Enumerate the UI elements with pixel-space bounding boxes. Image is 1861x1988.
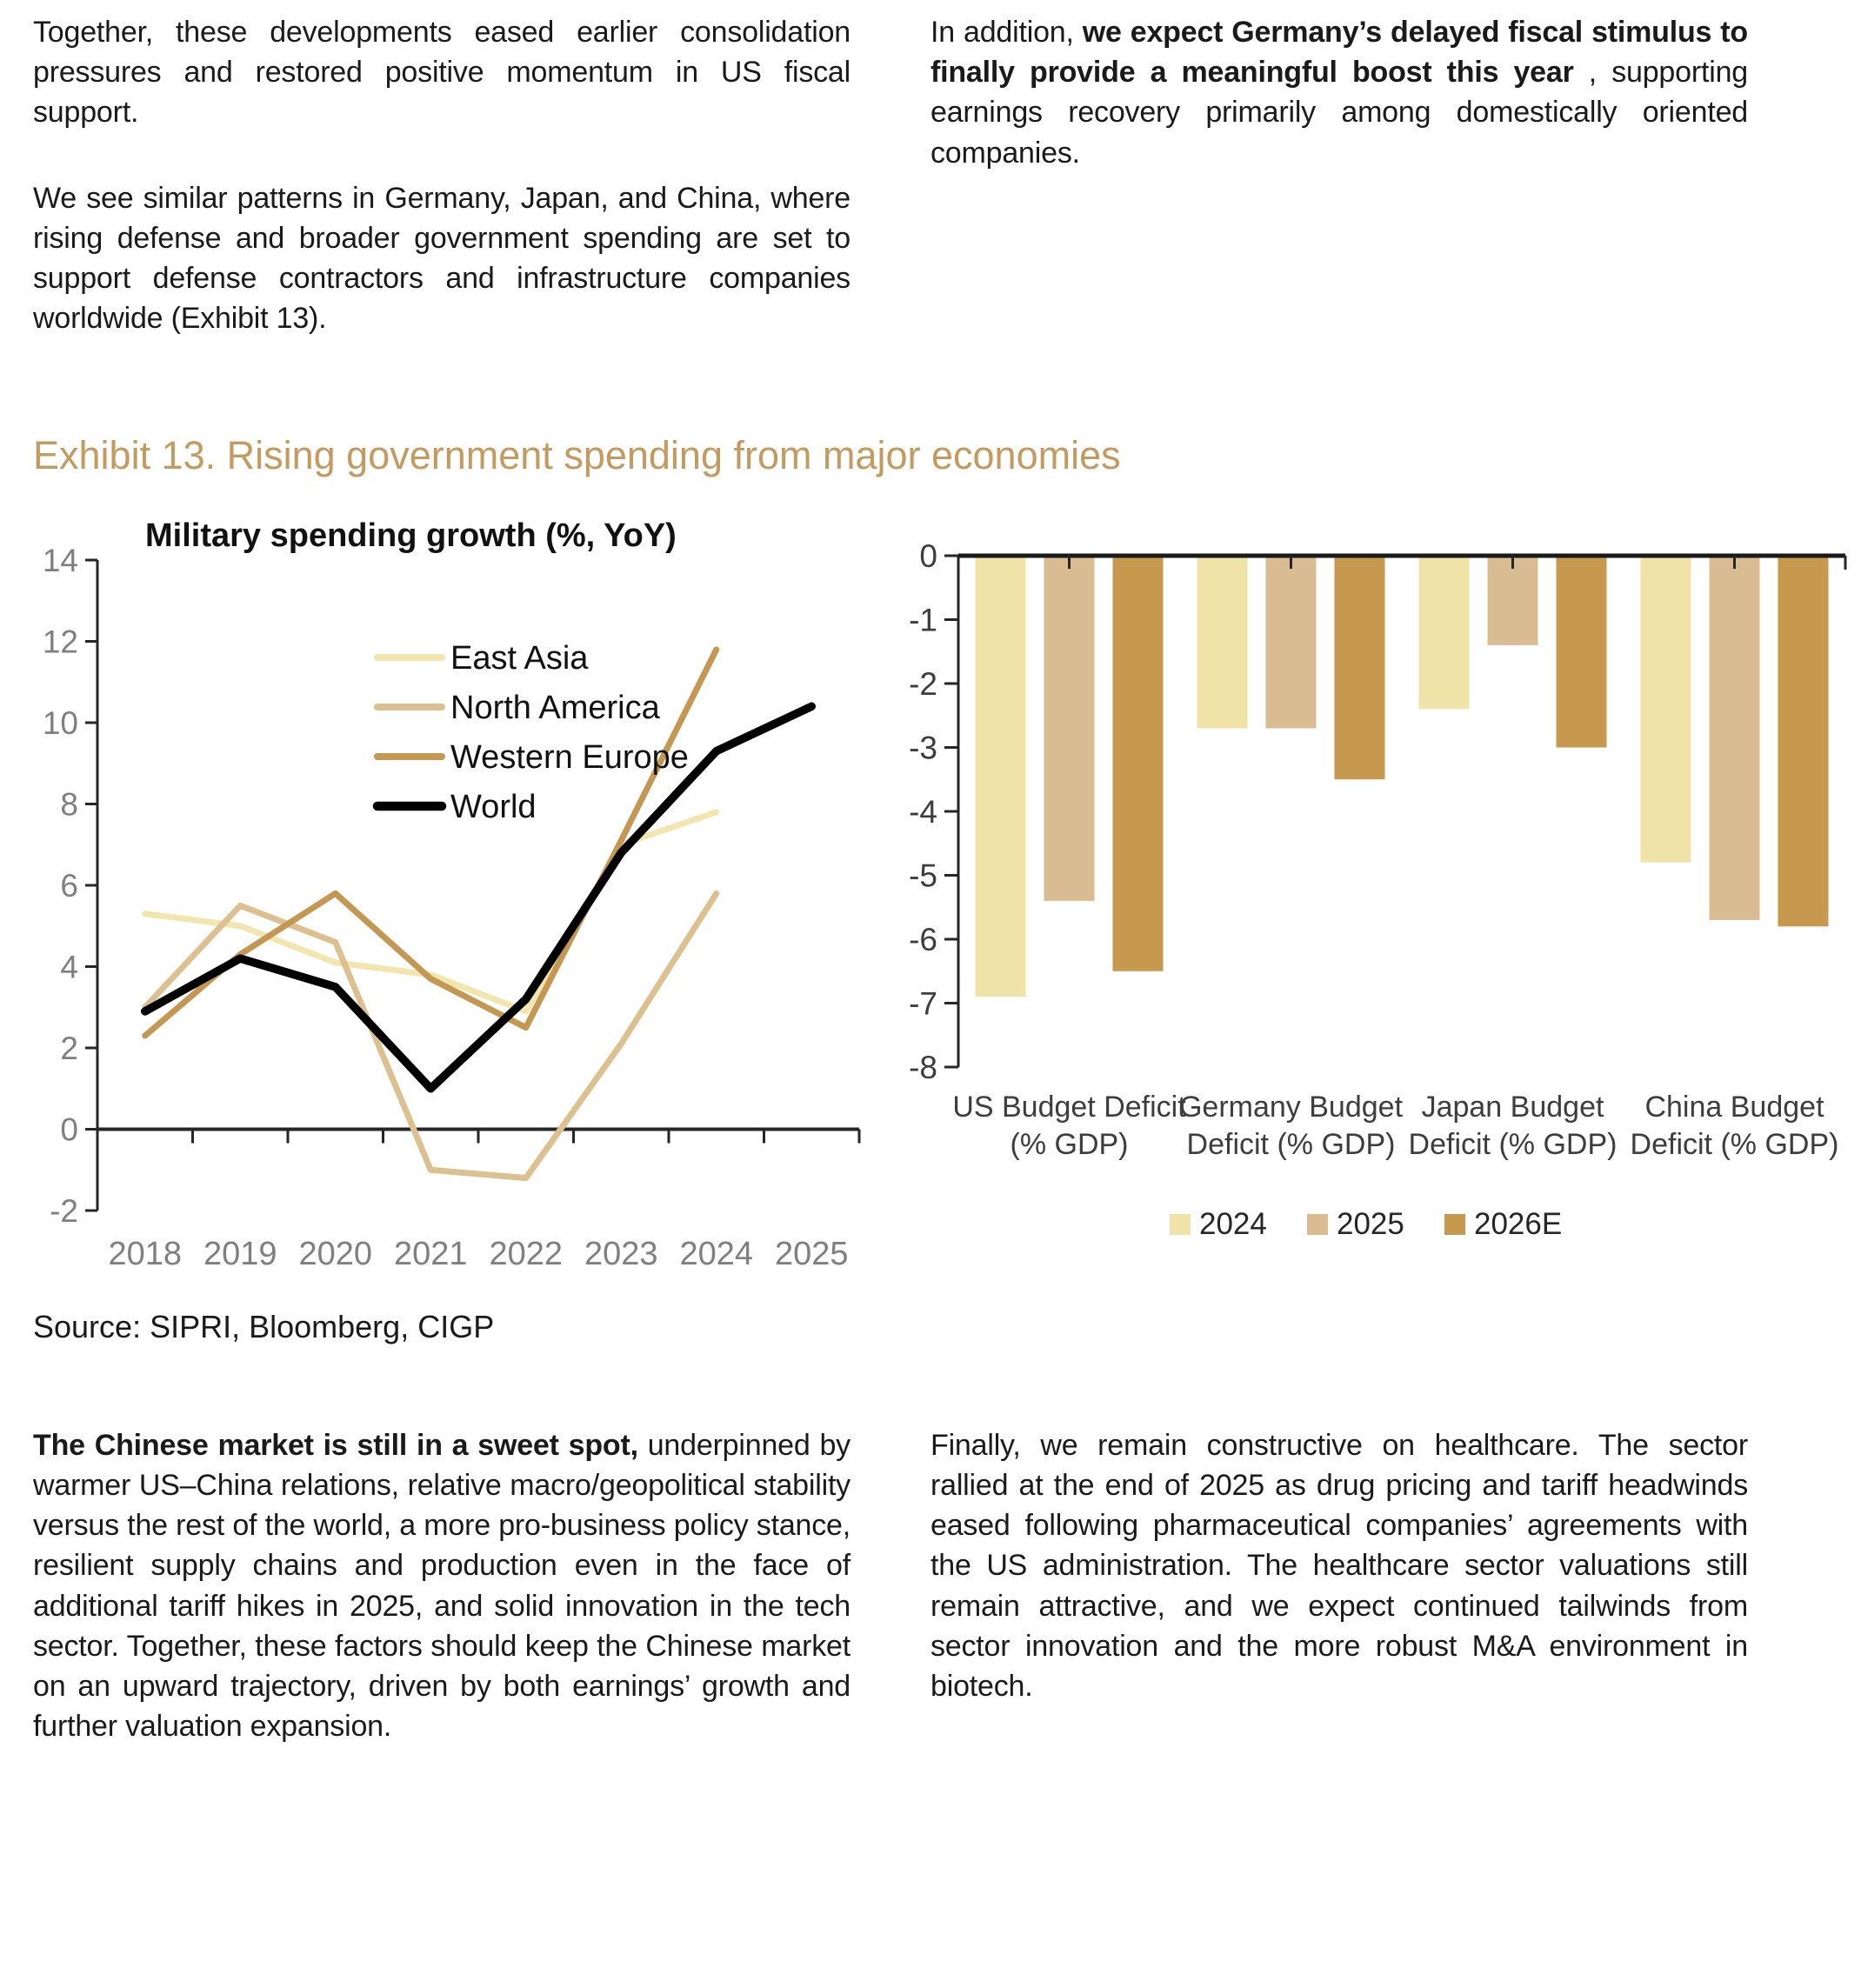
text: In addition, xyxy=(930,16,1083,49)
y-axis-label: -7 xyxy=(909,985,937,1021)
paragraph: Together, these developments eased earli… xyxy=(33,12,850,133)
y-axis-label: 0 xyxy=(919,538,937,574)
y-axis-label: -1 xyxy=(909,602,937,637)
bar-us-budget-deficit-2024 xyxy=(975,555,1026,997)
bar-china-budget-2024 xyxy=(1640,555,1691,863)
bold-text: The Chinese market is still in a sweet s… xyxy=(33,1428,638,1462)
paragraph: In addition, we expect Germany’s delayed… xyxy=(930,12,1748,173)
x-axis-label: 2021 xyxy=(394,1236,468,1272)
y-axis-label: -2 xyxy=(909,666,937,702)
series-line-world xyxy=(141,702,816,1093)
y-axis-label: -3 xyxy=(909,730,937,765)
paragraph: We see similar patterns in Germany, Japa… xyxy=(33,178,850,339)
series-line-north-america xyxy=(142,890,720,1181)
y-axis-label: 12 xyxy=(43,624,78,659)
line-chart-x-axis: 2018 2019 2020 2021 2022 2023 2024 2025 xyxy=(97,1127,861,1272)
y-axis-label: 2 xyxy=(60,1031,78,1066)
exhibit-title: Exhibit 13. Rising government spending f… xyxy=(33,432,1121,477)
y-axis-label: -8 xyxy=(909,1050,937,1085)
y-axis-label: 6 xyxy=(60,868,78,904)
bar-germany-budget-2025 xyxy=(1265,555,1317,729)
bar-china-budget-2025 xyxy=(1709,555,1760,920)
y-axis-label: 0 xyxy=(60,1111,78,1147)
x-axis-label: 2018 xyxy=(108,1236,182,1272)
y-axis-label: -4 xyxy=(909,794,937,830)
column-top-left: Together, these developments eased earli… xyxy=(33,12,850,384)
category-label: (% GDP) xyxy=(1011,1128,1129,1161)
bold-text: we expect Germany’s delayed fiscal stimu… xyxy=(930,16,1748,90)
bar-japan-budget-2025 xyxy=(1487,555,1538,645)
y-axis-label: -6 xyxy=(909,922,937,957)
category-label: Deficit (% GDP) xyxy=(1631,1128,1839,1161)
legend-swatch-2024 xyxy=(1170,1213,1191,1235)
text: underpinned by warmer US–China relations… xyxy=(33,1428,850,1744)
category-label: China Budget xyxy=(1644,1091,1824,1124)
bar-japan-budget-2024 xyxy=(1418,555,1470,710)
bar-japan-budget-2026e xyxy=(1556,555,1607,748)
bar-germany-budget-2024 xyxy=(1197,555,1248,729)
legend-swatch-2026e xyxy=(1444,1213,1465,1235)
legend-label-western-europe: Western Europe xyxy=(450,739,689,776)
legend-label-world: World xyxy=(450,789,537,825)
bar-chart-category-labels: US Budget Deficit(% GDP)Germany BudgetDe… xyxy=(952,1091,1838,1161)
exhibit-charts: Military spending growth (%, YoY) 14 12 10 8… xyxy=(0,508,1861,1278)
x-axis-label: 2023 xyxy=(584,1236,658,1272)
x-axis-label: 2019 xyxy=(203,1236,277,1272)
line-chart-svg: Military spending growth (%, YoY) 14 12 10 8… xyxy=(43,517,861,1272)
category-label: Deficit (% GDP) xyxy=(1187,1128,1396,1161)
bar-china-budget-2026e xyxy=(1778,555,1829,926)
y-axis-label: -2 xyxy=(50,1193,78,1229)
legend-label-north-america: North America xyxy=(450,690,661,726)
y-axis-label: 8 xyxy=(60,786,78,822)
text: Finally, we remain constructive on healt… xyxy=(930,1428,1748,1704)
x-axis-label: 2025 xyxy=(775,1236,849,1272)
paragraph: Finally, we remain constructive on healt… xyxy=(930,1425,1748,1707)
x-axis-label: 2020 xyxy=(298,1236,372,1272)
y-axis-label: 4 xyxy=(60,949,78,984)
y-axis-label: 14 xyxy=(43,543,78,578)
bar-chart: 0 -1 -2 -3 -4 -5 -6 -7 -8 US Budget Deficit (% GDP… xyxy=(878,508,1852,1278)
y-axis-label: 10 xyxy=(43,705,78,741)
category-label: Germany Budget xyxy=(1179,1091,1404,1124)
x-axis-label: 2024 xyxy=(679,1236,753,1272)
top-text-columns: Together, these developments eased earli… xyxy=(0,12,1861,384)
category-label: Deficit (% GDP) xyxy=(1409,1128,1618,1161)
bar-chart-y-axis: 0 -1 -2 -3 -4 -5 -6 -7 -8 xyxy=(909,538,960,1085)
legend-label-east-asia: East Asia xyxy=(450,640,589,677)
legend-swatch-2025 xyxy=(1307,1213,1328,1235)
text: , supporting earnings recovery primarily… xyxy=(930,56,1748,170)
legend-label-2025: 2025 xyxy=(1337,1207,1404,1241)
line-chart-title: Military spending growth (%, YoY) xyxy=(145,517,677,554)
column-bottom-left: The Chinese market is still in a sweet s… xyxy=(33,1425,850,1792)
bar-series-2024 xyxy=(975,555,1691,997)
bar-series-2026e xyxy=(1112,555,1829,971)
bar-chart-x-axis xyxy=(958,553,1847,570)
legend-label-2024: 2024 xyxy=(1199,1207,1267,1241)
y-axis-label: -5 xyxy=(909,857,937,893)
category-label: US Budget Deficit xyxy=(952,1091,1186,1124)
text: Together, these developments eased earli… xyxy=(33,16,850,130)
line-chart-legend: East Asia North America Western Europe Worl… xyxy=(372,640,689,825)
column-bottom-right: Finally, we remain constructive on healt… xyxy=(930,1425,1748,1792)
bar-us-budget-deficit-2026e xyxy=(1112,555,1164,971)
column-top-right: In addition, we expect Germany’s delayed… xyxy=(930,12,1748,384)
legend-label-2026e: 2026E xyxy=(1474,1207,1562,1241)
bar-us-budget-deficit-2025 xyxy=(1044,555,1095,901)
x-axis-label: 2022 xyxy=(489,1236,563,1272)
bar-chart-legend: 2024 2025 2026E xyxy=(1170,1207,1562,1241)
paragraph: The Chinese market is still in a sweet s… xyxy=(33,1425,850,1747)
category-label: Japan Budget xyxy=(1422,1091,1604,1124)
text: We see similar patterns in Germany, Japa… xyxy=(33,181,850,336)
bottom-text-columns: The Chinese market is still in a sweet s… xyxy=(0,1425,1861,1792)
line-chart: Military spending growth (%, YoY) 14 12 10 8… xyxy=(9,508,878,1278)
bar-series-2025 xyxy=(1044,555,1760,920)
source-note: Source: SIPRI, Bloomberg, CIGP xyxy=(33,1308,495,1344)
line-chart-y-axis: 14 12 10 8 6 4 2 0 -2 xyxy=(43,543,99,1229)
bar-germany-budget-2026e xyxy=(1334,555,1385,779)
bar-chart-svg: 0 -1 -2 -3 -4 -5 -6 -7 -8 US Budget Deficit (% GDP… xyxy=(909,538,1847,1241)
